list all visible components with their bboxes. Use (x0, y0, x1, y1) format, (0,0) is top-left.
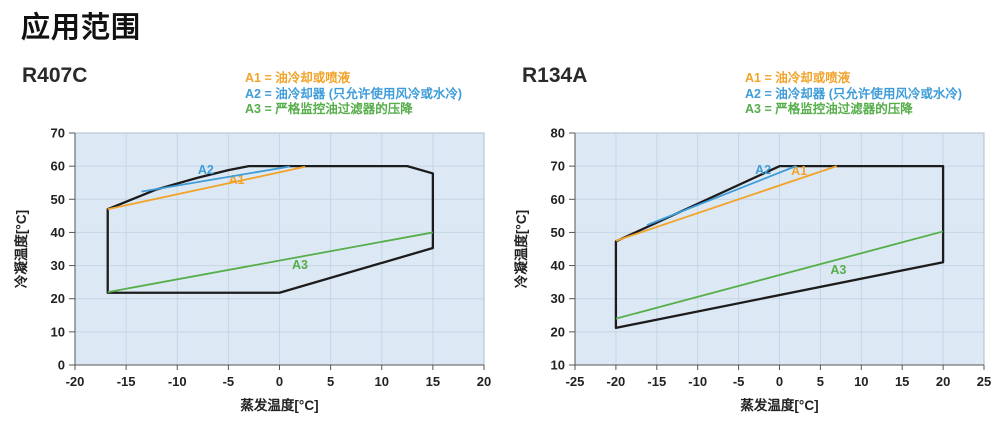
y-tick-label: 60 (551, 192, 565, 207)
legend-item-a3: A3 = 严格监控油过滤器的压降 (245, 102, 413, 116)
chart-block-r134a: R134A A1 = 油冷却或喷液 A2 = 油冷却器 (只允许使用风冷或水冷)… (500, 0, 1000, 441)
x-tick-label: -20 (66, 374, 85, 389)
x-tick-label: 15 (426, 374, 440, 389)
y-tick-label: 70 (551, 159, 565, 174)
chart-block-r407c: R407C A1 = 油冷却或喷液 A2 = 油冷却器 (只允许使用风冷或水冷)… (13, 64, 491, 414)
plot-r407c: -20 -15 -10 -5 0 5 10 15 20 0 10 20 30 40 50 60 70 蒸发温度[°… (13, 126, 491, 414)
x-tick-label: 20 (477, 374, 491, 389)
series-a3-line (107, 231, 434, 293)
y-tick-label: 50 (551, 225, 565, 240)
y-tick-label: 70 (51, 126, 65, 141)
series-a1-line (615, 165, 838, 242)
plot-r134a: -25 -20 -15 -10 -5 0 5 10 15 20 25 10 20 30 40 50 60 70 80… (513, 126, 991, 414)
x-tick-label: 5 (817, 374, 824, 389)
series-a2-label: A2 (755, 163, 771, 177)
legend-item-a3: A3 = 严格监控油过滤器的压降 (745, 102, 913, 116)
application-envelope (106, 164, 435, 294)
x-tick-label: -5 (223, 374, 235, 389)
application-envelope (614, 164, 945, 330)
y-tick-label: 10 (51, 324, 65, 339)
y-tick-label: 10 (551, 358, 565, 373)
x-tick-label: 15 (895, 374, 909, 389)
series-a1-label: A1 (791, 164, 807, 178)
x-tick-label: 25 (977, 374, 991, 389)
x-tick-label: -10 (688, 374, 707, 389)
legend-item-a1: A1 = 油冷却或喷液 (245, 71, 351, 85)
y-tick-label: 80 (551, 126, 565, 141)
x-tick-label: -10 (168, 374, 187, 389)
x-axis-title: 蒸发温度[°C] (740, 397, 818, 413)
x-tick-label: 0 (276, 374, 283, 389)
legend-item-a2: A2 = 油冷却器 (只允许使用风冷或水冷) (245, 86, 463, 101)
series-a3-label: A3 (830, 263, 846, 277)
y-tick-label: 40 (51, 225, 65, 240)
x-tick-label: 20 (936, 374, 950, 389)
legend-r407c: A1 = 油冷却或喷液 A2 = 油冷却器 (只允许使用风冷或水冷) A3 = … (245, 71, 462, 118)
page-title: 应用范围 (21, 12, 142, 44)
x-tick-label: 10 (854, 374, 868, 389)
legend-item-a1: A1 = 油冷却或喷液 (745, 71, 851, 85)
y-tick-label: 20 (551, 324, 565, 339)
chart-title-r134a: R134A (522, 64, 588, 87)
x-axis-title: 蒸发温度[°C] (240, 397, 318, 413)
x-tick-label: -25 (566, 374, 585, 389)
x-tick-label: 5 (327, 374, 334, 389)
y-tick-label: 60 (51, 159, 65, 174)
y-axis-title: 冷凝温度[°C] (513, 210, 529, 288)
chart-title-r407c: R407C (22, 64, 88, 87)
series-a3-line (615, 230, 944, 320)
y-tick-label: 0 (58, 358, 65, 373)
series-a3-label: A3 (292, 258, 308, 272)
legend-r134a: A1 = 油冷却或喷液 A2 = 油冷却器 (只允许使用风冷或水冷) A3 = … (745, 71, 962, 118)
series-a1-line (107, 165, 306, 211)
x-tick-label: 10 (375, 374, 389, 389)
y-tick-label: 20 (51, 291, 65, 306)
legend-item-a2: A2 = 油冷却器 (只允许使用风冷或水冷) (745, 86, 963, 101)
x-tick-label: -15 (117, 374, 136, 389)
y-tick-label: 30 (51, 258, 65, 273)
x-tick-label: -5 (733, 374, 745, 389)
series-a2-line (646, 165, 797, 226)
y-tick-label: 50 (51, 192, 65, 207)
x-tick-label: -20 (607, 374, 626, 389)
x-tick-label: 0 (776, 374, 783, 389)
y-tick-label: 30 (551, 291, 565, 306)
y-axis-title: 冷凝温度[°C] (13, 210, 29, 288)
series-a2-label: A2 (198, 163, 214, 177)
x-tick-label: -15 (647, 374, 666, 389)
y-tick-label: 40 (551, 258, 565, 273)
series-a2-line (141, 165, 290, 193)
